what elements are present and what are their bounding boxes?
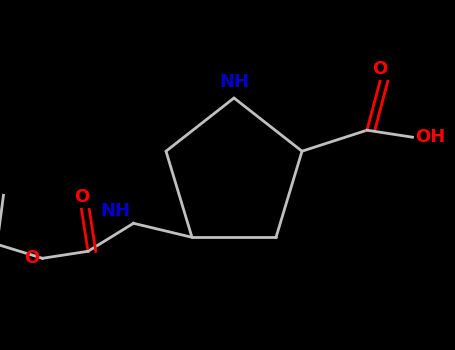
Text: OH: OH bbox=[415, 128, 445, 146]
Text: O: O bbox=[372, 61, 388, 78]
Text: O: O bbox=[74, 189, 89, 206]
Text: NH: NH bbox=[101, 203, 131, 220]
Text: O: O bbox=[25, 249, 40, 267]
Text: NH: NH bbox=[219, 73, 249, 91]
